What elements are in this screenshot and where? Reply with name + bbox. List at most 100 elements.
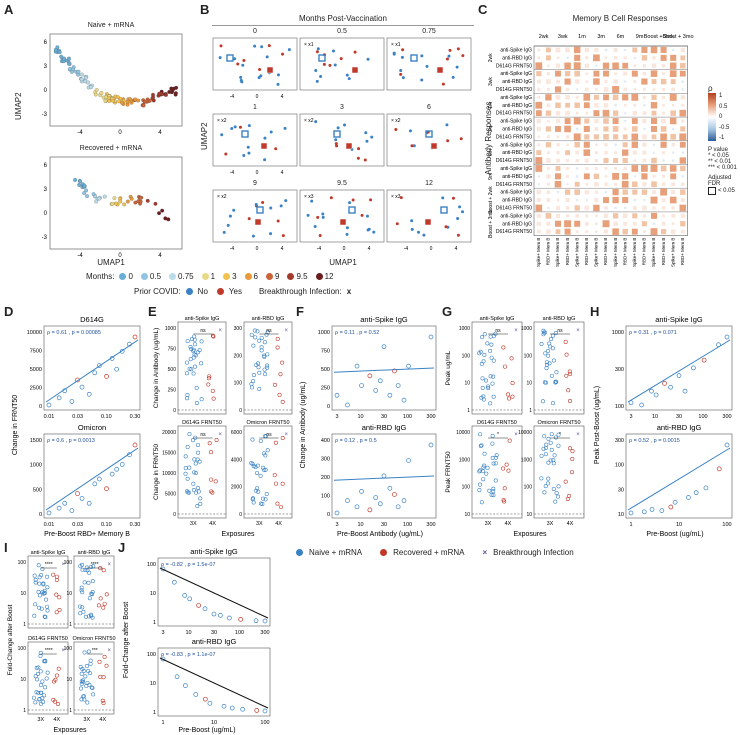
data-point — [227, 615, 232, 621]
y-tick-label: 0 — [239, 512, 242, 518]
umap-point — [76, 69, 81, 74]
facet-point — [353, 50, 357, 54]
dot-3x — [556, 432, 561, 437]
dot-4x — [55, 701, 60, 706]
dot-3x — [186, 490, 191, 495]
umap-point — [112, 196, 117, 201]
dot-3x — [36, 563, 41, 568]
heatmap-cell — [621, 180, 629, 188]
row-label: D614G FRNT50 — [496, 206, 532, 212]
row-label: anti-Spike IgG — [500, 213, 532, 219]
heatmap-cell — [624, 80, 627, 83]
x-tick-label: 3X — [547, 521, 554, 527]
dot-3x — [551, 458, 556, 463]
heatmap-cell — [566, 183, 569, 186]
heatmap-cell — [537, 87, 541, 92]
heatmap-cell — [537, 175, 540, 178]
heatmap-cell — [573, 62, 581, 70]
data-point — [686, 495, 691, 500]
facet-point — [399, 68, 403, 72]
x-tick-label: 3X — [190, 521, 197, 527]
dot-3x — [42, 614, 47, 619]
dot-3x — [183, 454, 188, 459]
heatmap-cell — [603, 126, 609, 132]
data-point — [109, 471, 115, 477]
row-label: anti-RBD IgG — [502, 103, 532, 109]
umap-point — [145, 198, 150, 203]
dot-3x — [197, 348, 202, 353]
y-tick-label: 10000 — [456, 430, 470, 436]
dot-3x — [552, 453, 557, 458]
data-point — [381, 344, 387, 350]
data-point — [86, 391, 92, 397]
heatmap-cell — [622, 197, 629, 204]
heatmap-cell — [556, 158, 560, 163]
heatmap-cell — [584, 87, 589, 92]
facet-title: 12 — [425, 180, 433, 187]
dot-3x — [265, 365, 270, 370]
heatmap-cell — [671, 229, 676, 234]
facet-point — [412, 144, 416, 148]
dot-4x — [567, 369, 572, 374]
dot-3x — [78, 611, 83, 616]
x-tick-label: 0 — [118, 253, 122, 259]
dot-3x — [491, 461, 496, 466]
umap-point — [91, 192, 96, 197]
row-group-label: 3m — [488, 125, 494, 132]
dot-4x — [569, 470, 574, 475]
facet-point — [242, 153, 246, 157]
heatmap-cell — [672, 151, 675, 154]
breakthrough-symbol: x — [346, 287, 352, 296]
y-tick-label: 0 — [44, 88, 48, 94]
heatmap-cell — [642, 214, 647, 218]
data-point — [238, 616, 244, 622]
dot-3x — [192, 334, 197, 339]
heatmap-cell — [643, 88, 646, 91]
x-axis-label: Pre-Boost (ug/mL) — [178, 727, 235, 734]
x-tick-label: 0.03 — [72, 522, 83, 528]
facet-point — [360, 213, 364, 217]
x-axis-label: Exposures — [221, 531, 255, 538]
data-point — [659, 508, 665, 513]
dot-3x — [89, 565, 94, 570]
facet-point — [343, 123, 347, 127]
facet-plot: × x2 -4 0 4 — [212, 189, 298, 252]
heatmap-cell — [546, 158, 551, 163]
dot-3x — [255, 470, 260, 475]
x-tick-label: 0 — [343, 246, 346, 252]
facet-point — [261, 201, 265, 205]
umap-point — [163, 216, 168, 221]
centroid-marker — [425, 130, 433, 138]
x-tick-label: 4 — [281, 246, 284, 252]
facet-point — [322, 62, 326, 66]
data-point — [628, 510, 634, 516]
breakthrough-marker: × — [107, 648, 111, 654]
dot-4x — [57, 607, 62, 612]
data-point — [653, 392, 659, 398]
heatmap-cell — [662, 151, 666, 155]
dot-4x — [98, 674, 103, 679]
heatmap-cell — [650, 102, 658, 109]
dot-4x — [51, 697, 56, 702]
dot-3x — [491, 489, 496, 494]
col-group-label: Boost + 2wk — [644, 34, 674, 40]
dot-4x — [206, 376, 211, 381]
facet-point — [451, 75, 455, 79]
dot-3x — [251, 464, 256, 469]
dot-3x — [191, 355, 196, 360]
dot-3x — [191, 488, 196, 493]
data-point — [406, 363, 411, 369]
facet-point — [283, 126, 287, 130]
dot-3x — [198, 501, 203, 506]
data-point — [649, 507, 655, 512]
heatmap-cell — [593, 134, 599, 140]
heatmap-cell — [547, 167, 550, 170]
heatmap-cell — [633, 56, 636, 59]
dot-3x — [184, 360, 189, 365]
data-point — [254, 708, 260, 713]
stat-annotation: ρ = 0.31 , p = 0.071 — [629, 330, 677, 336]
data-point — [428, 442, 434, 448]
umap-point — [85, 194, 89, 199]
heatmap-cell — [594, 182, 599, 187]
